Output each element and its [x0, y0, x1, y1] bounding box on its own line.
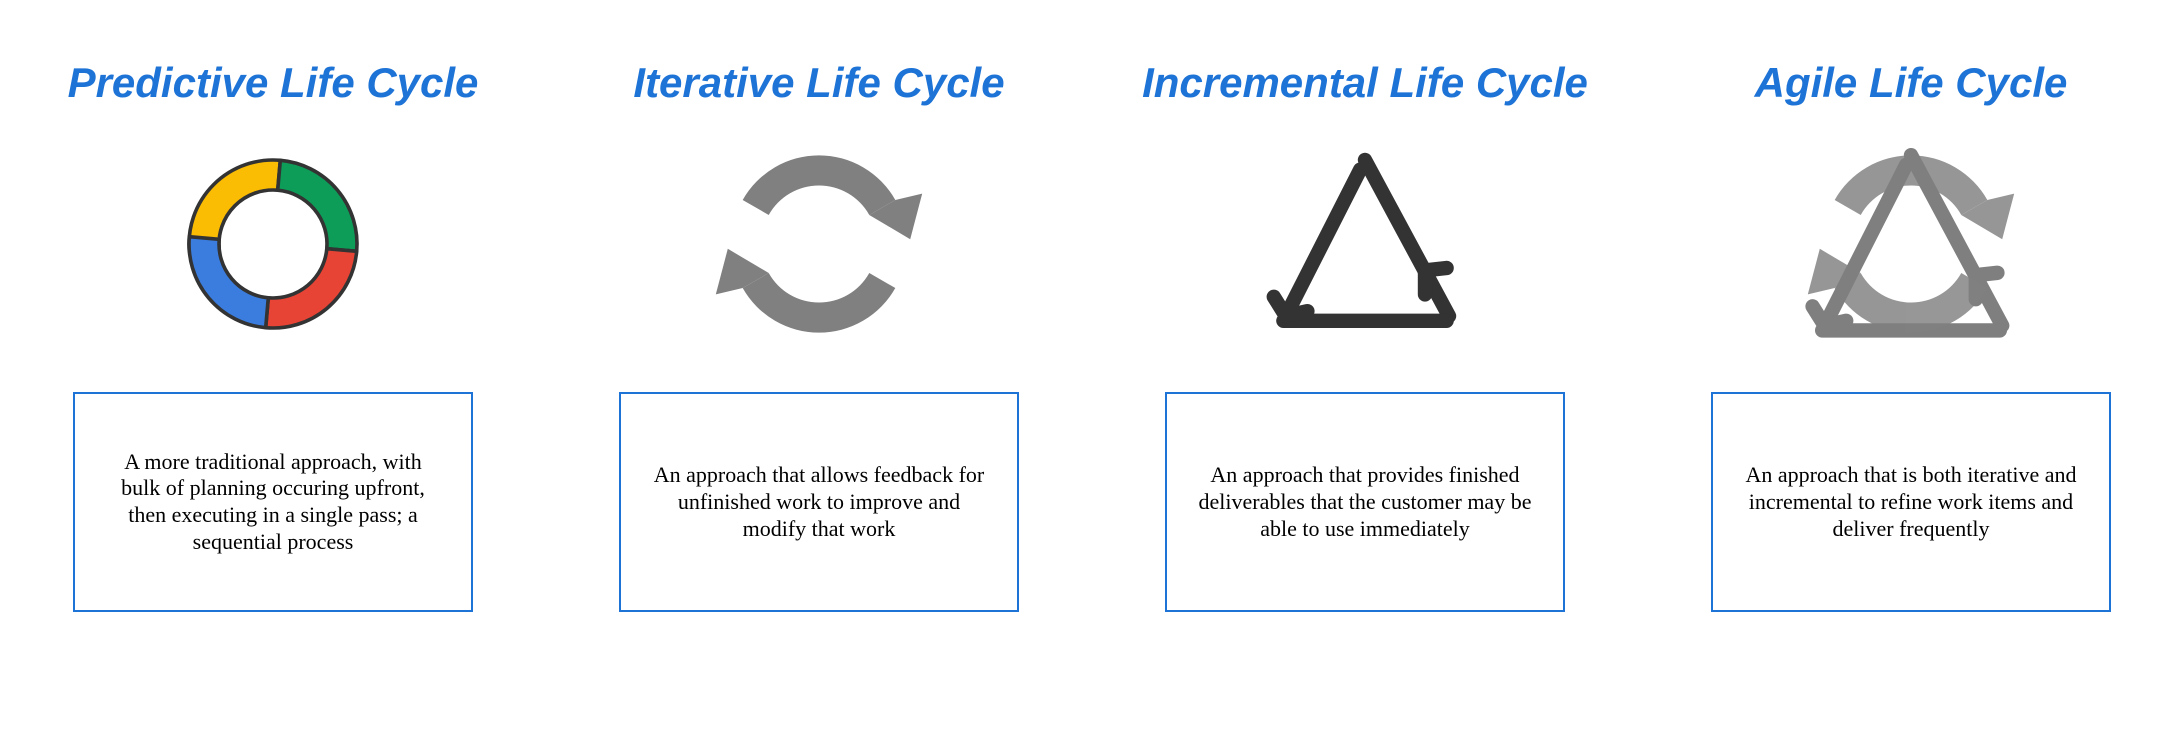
desc-text-predictive: A more traditional approach, with bulk o… — [105, 449, 441, 556]
desc-box-predictive: A more traditional approach, with bulk o… — [73, 392, 473, 612]
icon-slot-predictive — [153, 124, 393, 364]
card-iterative: Iterative Life Cycle An approach that al… — [569, 60, 1069, 612]
desc-text-iterative: An approach that allows feedback for unf… — [651, 462, 987, 542]
title-predictive: Predictive Life Cycle — [68, 60, 479, 106]
title-iterative: Iterative Life Cycle — [633, 60, 1004, 106]
desc-box-iterative: An approach that allows feedback for unf… — [619, 392, 1019, 612]
desc-box-incremental: An approach that provides finished deliv… — [1165, 392, 1565, 612]
title-incremental: Incremental Life Cycle — [1142, 60, 1588, 106]
recycle-ring-icon — [699, 124, 939, 364]
icon-slot-agile — [1791, 124, 2031, 364]
desc-box-agile: An approach that is both iterative and i… — [1711, 392, 2111, 612]
card-agile: Agile Life Cycle — [1661, 60, 2161, 612]
icon-slot-incremental — [1245, 124, 1485, 364]
triangle-arrows-icon — [1245, 124, 1485, 364]
title-agile: Agile Life Cycle — [1755, 60, 2068, 106]
card-predictive: Predictive Life Cycle A more traditional… — [23, 60, 523, 612]
desc-text-agile: An approach that is both iterative and i… — [1743, 462, 2079, 542]
lifecycle-row: Predictive Life Cycle A more traditional… — [0, 0, 2184, 612]
desc-text-incremental: An approach that provides finished deliv… — [1197, 462, 1533, 542]
icon-slot-iterative — [699, 124, 939, 364]
card-incremental: Incremental Life Cycle An approach that … — [1115, 60, 1615, 612]
segmented-cycle-icon — [153, 124, 393, 364]
agile-combo-icon — [1791, 124, 2031, 364]
